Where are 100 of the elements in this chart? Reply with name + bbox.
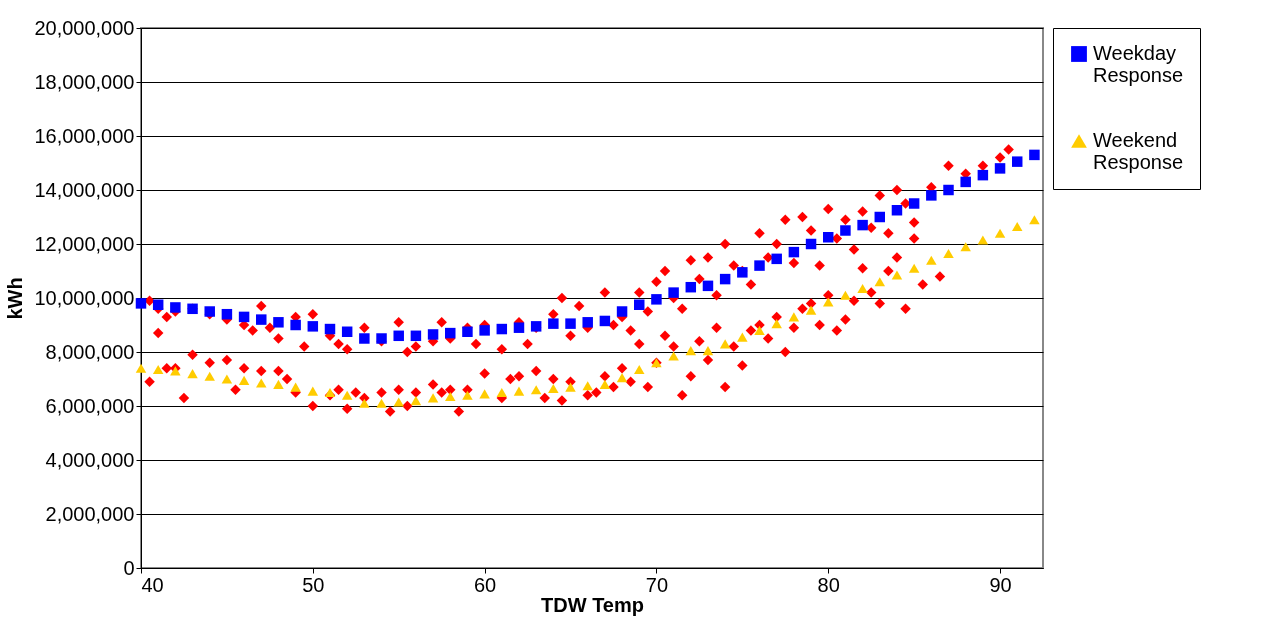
point: [599, 315, 611, 327]
point: [977, 235, 989, 245]
y-tick-label: 12,000,000: [34, 232, 135, 255]
point: [668, 287, 679, 298]
point: [634, 299, 645, 310]
y-tick-label: 10,000,000: [34, 286, 135, 309]
y-tick-label: 16,000,000: [34, 124, 135, 147]
point: [805, 238, 817, 250]
y-tick-label: 14,000,000: [34, 178, 135, 201]
point: [307, 321, 319, 332]
point: [548, 318, 559, 329]
point: [256, 378, 267, 388]
point: [891, 205, 903, 216]
point: [341, 326, 353, 337]
x-tick-label: 70: [645, 573, 669, 596]
point: [616, 306, 628, 317]
point: [874, 211, 886, 223]
point: [1011, 221, 1023, 231]
legend-label: Weekend Response: [1093, 129, 1184, 173]
point: [891, 270, 903, 280]
y-tick-label: 18,000,000: [34, 70, 135, 93]
point: [754, 260, 765, 271]
point: [926, 255, 937, 265]
point: [719, 339, 731, 349]
point: [530, 385, 542, 395]
point: [960, 242, 971, 252]
point: [651, 294, 662, 305]
point: [805, 305, 817, 315]
point: [479, 325, 490, 336]
legend-label: Weekday Response: [1093, 42, 1184, 86]
point: [445, 327, 456, 339]
point: [771, 319, 782, 329]
point: [462, 326, 473, 337]
point: [1029, 215, 1040, 225]
point: [376, 398, 387, 408]
point: [754, 325, 765, 335]
x-tick-label: 90: [989, 573, 1012, 596]
point: [548, 383, 559, 393]
point: [221, 374, 233, 384]
point: [256, 314, 267, 325]
point: [324, 323, 336, 335]
point: [822, 232, 834, 243]
point: [290, 319, 301, 331]
point: [152, 299, 164, 310]
x-axis-title: TDW Temp: [541, 593, 644, 616]
point: [943, 248, 954, 258]
point: [857, 284, 868, 294]
point: [135, 298, 147, 309]
point: [977, 169, 989, 181]
point: [771, 253, 782, 265]
point: [668, 351, 679, 361]
point: [634, 365, 645, 375]
point: [685, 281, 697, 293]
point: [1029, 149, 1040, 161]
y-axis-title: kWh: [4, 277, 27, 320]
point: [788, 312, 800, 322]
point: [427, 329, 439, 340]
y-tick-label: 6,000,000: [45, 394, 135, 417]
point: [204, 371, 215, 381]
point: [926, 190, 937, 201]
point: [565, 318, 576, 329]
point: [290, 382, 301, 392]
y-tick-label: 8,000,000: [45, 340, 135, 363]
point: [238, 311, 250, 323]
point: [135, 363, 147, 373]
point: [187, 369, 198, 379]
point: [393, 330, 404, 342]
point: [599, 379, 611, 389]
point: [788, 246, 800, 258]
point: [737, 332, 748, 342]
point: [410, 396, 422, 406]
point: [857, 219, 868, 231]
point: [994, 163, 1006, 174]
point: [582, 381, 593, 391]
y-tick-label: 0: [123, 556, 135, 579]
point: [874, 277, 886, 287]
point: [513, 386, 525, 396]
point: [273, 317, 284, 328]
point: [479, 389, 490, 399]
point: [496, 323, 508, 335]
point: [221, 308, 233, 320]
point: [513, 322, 525, 333]
point: [1011, 156, 1023, 167]
point: [359, 398, 370, 408]
point: [616, 373, 628, 383]
point: [170, 302, 181, 313]
point: [840, 225, 851, 236]
y-tick-label: 20,000,000: [34, 16, 135, 39]
point: [994, 228, 1006, 238]
point: [341, 390, 353, 400]
point: [702, 346, 714, 356]
x-tick-label: 60: [473, 573, 497, 596]
point: [496, 387, 508, 398]
point: [445, 392, 456, 402]
point: [359, 333, 370, 344]
point: [565, 382, 576, 392]
point: [702, 280, 714, 292]
point: [307, 386, 319, 396]
point: [273, 379, 284, 389]
point: [908, 263, 920, 273]
